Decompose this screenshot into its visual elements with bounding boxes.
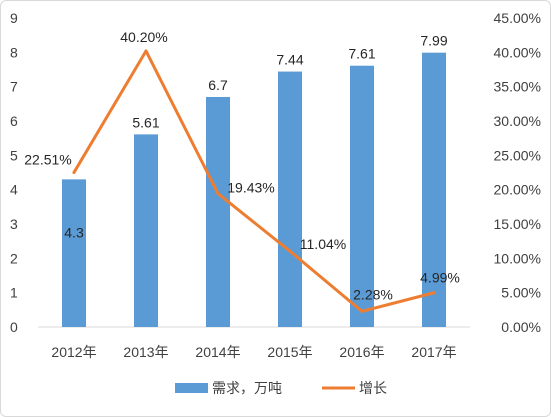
bar-data-label: 6.7 — [208, 77, 228, 93]
y-left-tick-label: 0 — [10, 319, 18, 335]
y-left-tick-label: 1 — [10, 285, 18, 301]
line-point — [72, 170, 76, 174]
y-left-tick-label: 8 — [10, 44, 18, 60]
line-point — [144, 49, 148, 53]
y-right-tick-label: 25.00% — [494, 147, 541, 163]
legend-label-line: 增长 — [359, 381, 387, 397]
bar-series — [62, 52, 446, 328]
y-right-tick-label: 40.00% — [494, 44, 541, 60]
line-data-label: 19.43% — [227, 180, 274, 196]
x-tick-label: 2012年 — [51, 344, 96, 360]
data-labels: 4.3 5.61 6.7 7.44 7.61 7.99 22.51% 40.20% 19.43%… — [24, 29, 460, 302]
y-right-tick-label: 45.00% — [494, 10, 541, 26]
line-data-label: 40.20% — [120, 29, 167, 45]
y-left-tick-label: 7 — [10, 79, 18, 95]
legend: 需求，万吨 增长 — [175, 381, 387, 397]
line-data-label: 4.99% — [420, 270, 460, 286]
y-right-tick-label: 10.00% — [494, 250, 541, 266]
y-right-tick-label: 20.00% — [494, 182, 541, 198]
x-tick-label: 2016年 — [339, 344, 384, 360]
y-left-tick-label: 5 — [10, 147, 18, 163]
y-right-tick-label: 30.00% — [494, 113, 541, 129]
bar — [62, 179, 86, 327]
bar-data-label: 7.61 — [348, 46, 375, 62]
y-left-tick-label: 6 — [10, 113, 18, 129]
y-left-tick-label: 2 — [10, 250, 18, 266]
y-right-tick-label: 15.00% — [494, 216, 541, 232]
y-left-tick-label: 3 — [10, 216, 18, 232]
x-tick-label: 2017年 — [411, 344, 456, 360]
line-data-label: 22.51% — [24, 151, 71, 167]
bar — [134, 134, 158, 327]
line-data-label: 2.28% — [353, 286, 393, 302]
bar — [422, 52, 446, 327]
y-left-tick-label: 4 — [10, 182, 18, 198]
line-point — [288, 249, 292, 253]
bar — [206, 96, 230, 327]
y-right-tick-label: 5.00% — [501, 285, 541, 301]
y-right-tick-label: 35.00% — [494, 79, 541, 95]
bar — [350, 65, 374, 328]
growth-line — [72, 49, 436, 313]
legend-label-bar: 需求，万吨 — [212, 381, 282, 397]
line-series — [72, 49, 436, 313]
axes: 0 1 2 3 4 5 6 7 8 9 0.00% 5.00% 10.00% 15.00% 20.00% 25… — [10, 10, 541, 360]
bar-data-label: 7.99 — [420, 33, 447, 49]
x-tick-label: 2015年 — [267, 344, 312, 360]
line-data-label: 11.04% — [300, 236, 346, 252]
line-point — [432, 291, 436, 295]
legend-swatch-bar — [175, 383, 208, 393]
x-tick-label: 2014年 — [195, 344, 240, 360]
bar-data-label: 5.61 — [132, 114, 159, 130]
bar-data-label: 4.3 — [64, 225, 84, 241]
y-right-tick-label: 0.00% — [501, 319, 541, 335]
y-left-tick-label: 9 — [10, 10, 18, 26]
line-point — [216, 192, 220, 196]
bar-data-label: 7.44 — [276, 52, 303, 68]
line-point — [360, 309, 364, 313]
bar — [278, 71, 302, 327]
x-tick-label: 2013年 — [123, 344, 168, 360]
